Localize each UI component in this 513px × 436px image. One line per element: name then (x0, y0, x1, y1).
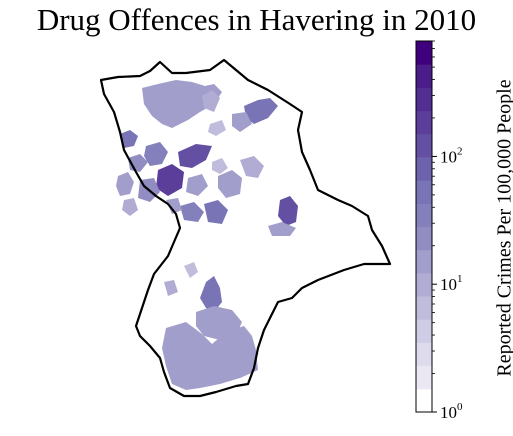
ward-area (186, 174, 208, 196)
colorbar-band (416, 319, 432, 343)
colorbar-band (416, 64, 432, 88)
colorbar-bands (416, 41, 432, 413)
colorbar-frame (415, 40, 433, 413)
colorbar-band (416, 133, 432, 158)
colorbar-band (416, 156, 432, 181)
ward-area (180, 202, 204, 222)
colorbar-band (416, 365, 432, 390)
colorbar-band (416, 249, 432, 274)
ward-area (212, 158, 228, 174)
ward-area (240, 156, 264, 178)
colorbar-ticks: 100 101 102 (432, 40, 463, 422)
colorbar-band (416, 87, 432, 112)
ward-area (278, 196, 298, 226)
colorbar-tick-label: 100 (440, 401, 463, 422)
colorbar-band (416, 388, 432, 413)
ward-area (202, 90, 220, 112)
colorbar-band (416, 272, 432, 297)
ward-areas (116, 80, 298, 390)
ward-area (178, 144, 212, 168)
ward-area (162, 322, 258, 390)
colorbar-band (416, 41, 432, 65)
ward-area (204, 200, 228, 224)
ward-area (200, 276, 222, 312)
colorbar-tick-label: 101 (440, 273, 463, 294)
ward-area (184, 262, 198, 278)
ward-area (208, 120, 226, 136)
colorbar-band (416, 180, 432, 204)
ward-area (144, 142, 168, 166)
colorbar-band (416, 296, 432, 320)
ward-area (116, 172, 134, 196)
ward-area (142, 80, 222, 128)
ward-area (218, 170, 242, 198)
colorbar-tick-label: 102 (440, 145, 463, 166)
ward-area (164, 280, 178, 296)
ward-area (122, 198, 138, 216)
ward-area (232, 112, 252, 132)
map-title: Drug Offences in Havering in 2010 (36, 2, 477, 37)
ward-area (156, 164, 184, 196)
colorbar-band (416, 203, 432, 227)
ward-area (244, 98, 278, 124)
colorbar-band (416, 110, 432, 135)
ward-area (268, 222, 296, 236)
borough-boundary (99, 58, 392, 398)
colorbar-band (416, 342, 432, 367)
ward-area (120, 130, 138, 148)
colorbar-band (416, 226, 432, 251)
colorbar-label: Reported Crimes Per 100,000 People (493, 79, 513, 377)
ward-area (166, 198, 182, 214)
